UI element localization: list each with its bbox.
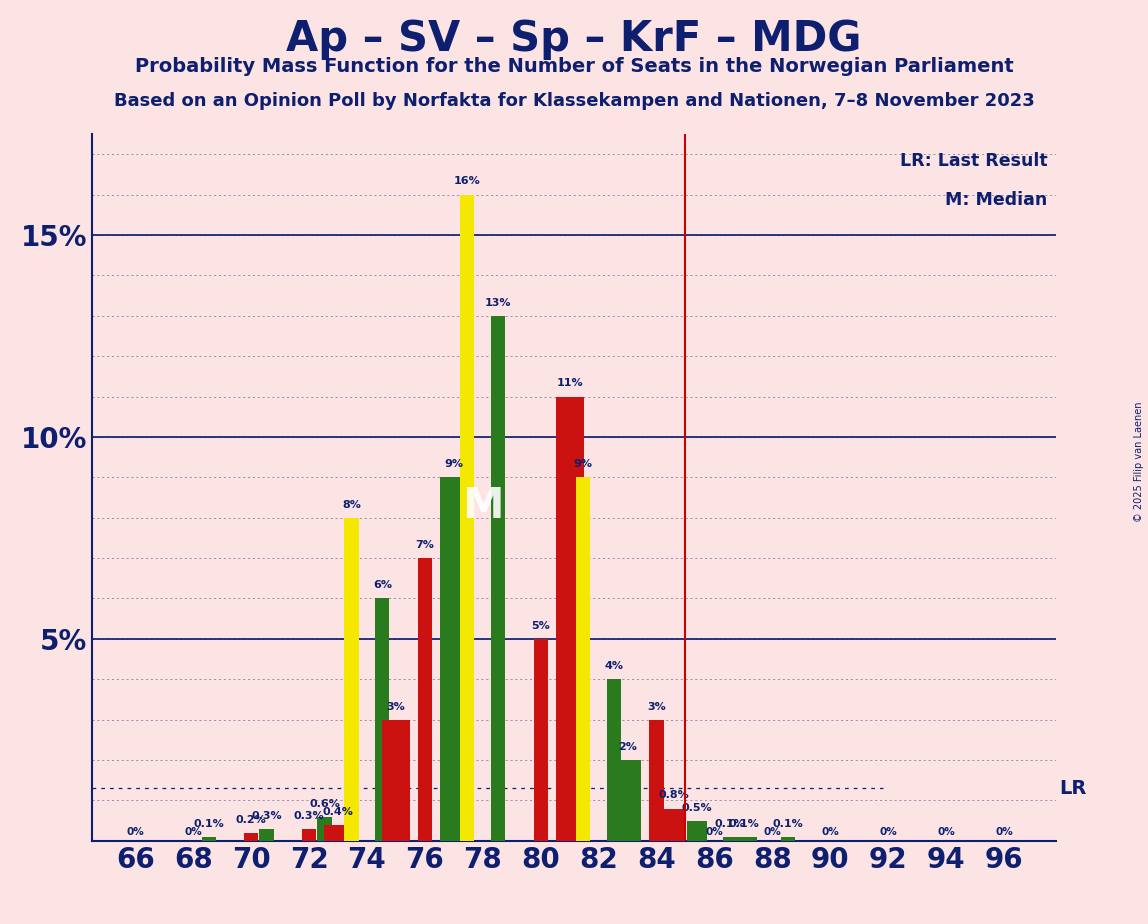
Bar bbox=[781, 837, 794, 841]
Bar bbox=[650, 720, 664, 841]
Bar bbox=[344, 517, 358, 841]
Text: 3%: 3% bbox=[647, 701, 666, 711]
Text: 5%: 5% bbox=[532, 621, 550, 631]
Text: LR: LR bbox=[1060, 779, 1086, 797]
Text: © 2025 Filip van Laenen: © 2025 Filip van Laenen bbox=[1134, 402, 1143, 522]
Bar bbox=[723, 837, 737, 841]
Bar bbox=[687, 821, 707, 841]
Text: Probability Mass Function for the Number of Seats in the Norwegian Parliament: Probability Mass Function for the Number… bbox=[134, 57, 1014, 77]
Text: 0.4%: 0.4% bbox=[323, 807, 354, 817]
Text: 0.6%: 0.6% bbox=[309, 798, 340, 808]
Text: 2%: 2% bbox=[618, 742, 637, 752]
Bar bbox=[576, 478, 590, 841]
Text: LR: Last Result: LR: Last Result bbox=[900, 152, 1047, 170]
Bar bbox=[259, 829, 273, 841]
Text: M: Median: M: Median bbox=[945, 190, 1047, 209]
Text: 0%: 0% bbox=[937, 827, 955, 837]
Text: 0%: 0% bbox=[126, 827, 145, 837]
Bar bbox=[607, 679, 621, 841]
Text: 0.1%: 0.1% bbox=[773, 819, 804, 829]
Text: 0%: 0% bbox=[185, 827, 202, 837]
Text: 0.1%: 0.1% bbox=[728, 819, 759, 829]
Text: 0.5%: 0.5% bbox=[682, 803, 713, 812]
Text: 0.1%: 0.1% bbox=[193, 819, 224, 829]
Text: 0.2%: 0.2% bbox=[235, 815, 266, 825]
Bar bbox=[382, 720, 410, 841]
Text: 0.3%: 0.3% bbox=[251, 810, 282, 821]
Bar bbox=[534, 638, 548, 841]
Bar bbox=[418, 558, 432, 841]
Text: 8%: 8% bbox=[342, 500, 360, 510]
Bar bbox=[491, 316, 505, 841]
Text: 0%: 0% bbox=[706, 827, 723, 837]
Bar bbox=[664, 808, 684, 841]
Bar bbox=[729, 837, 758, 841]
Bar bbox=[614, 760, 642, 841]
Text: 13%: 13% bbox=[484, 298, 512, 308]
Text: 7%: 7% bbox=[416, 540, 434, 550]
Text: 0%: 0% bbox=[995, 827, 1013, 837]
Bar bbox=[202, 837, 216, 841]
Bar bbox=[324, 825, 352, 841]
Text: 0.3%: 0.3% bbox=[294, 810, 325, 821]
Text: 0.1%: 0.1% bbox=[714, 819, 745, 829]
Text: 3%: 3% bbox=[387, 701, 405, 711]
Bar bbox=[302, 829, 316, 841]
Bar bbox=[317, 817, 332, 841]
Bar bbox=[245, 833, 258, 841]
Bar bbox=[440, 478, 467, 841]
Text: M: M bbox=[461, 484, 504, 527]
Bar bbox=[460, 195, 474, 841]
Text: 9%: 9% bbox=[444, 459, 464, 469]
Text: 0.8%: 0.8% bbox=[659, 790, 689, 800]
Text: Based on an Opinion Poll by Norfakta for Klassekampen and Nationen, 7–8 November: Based on an Opinion Poll by Norfakta for… bbox=[114, 92, 1034, 110]
Text: 6%: 6% bbox=[373, 580, 391, 590]
Text: 4%: 4% bbox=[605, 662, 623, 671]
Text: 16%: 16% bbox=[453, 176, 481, 187]
Bar bbox=[375, 599, 389, 841]
Text: 11%: 11% bbox=[557, 379, 583, 388]
Text: 0%: 0% bbox=[879, 827, 897, 837]
Text: Ap – SV – Sp – KrF – MDG: Ap – SV – Sp – KrF – MDG bbox=[286, 18, 862, 60]
Bar bbox=[556, 396, 583, 841]
Text: 0%: 0% bbox=[822, 827, 839, 837]
Text: 0%: 0% bbox=[763, 827, 782, 837]
Text: 9%: 9% bbox=[574, 459, 592, 469]
